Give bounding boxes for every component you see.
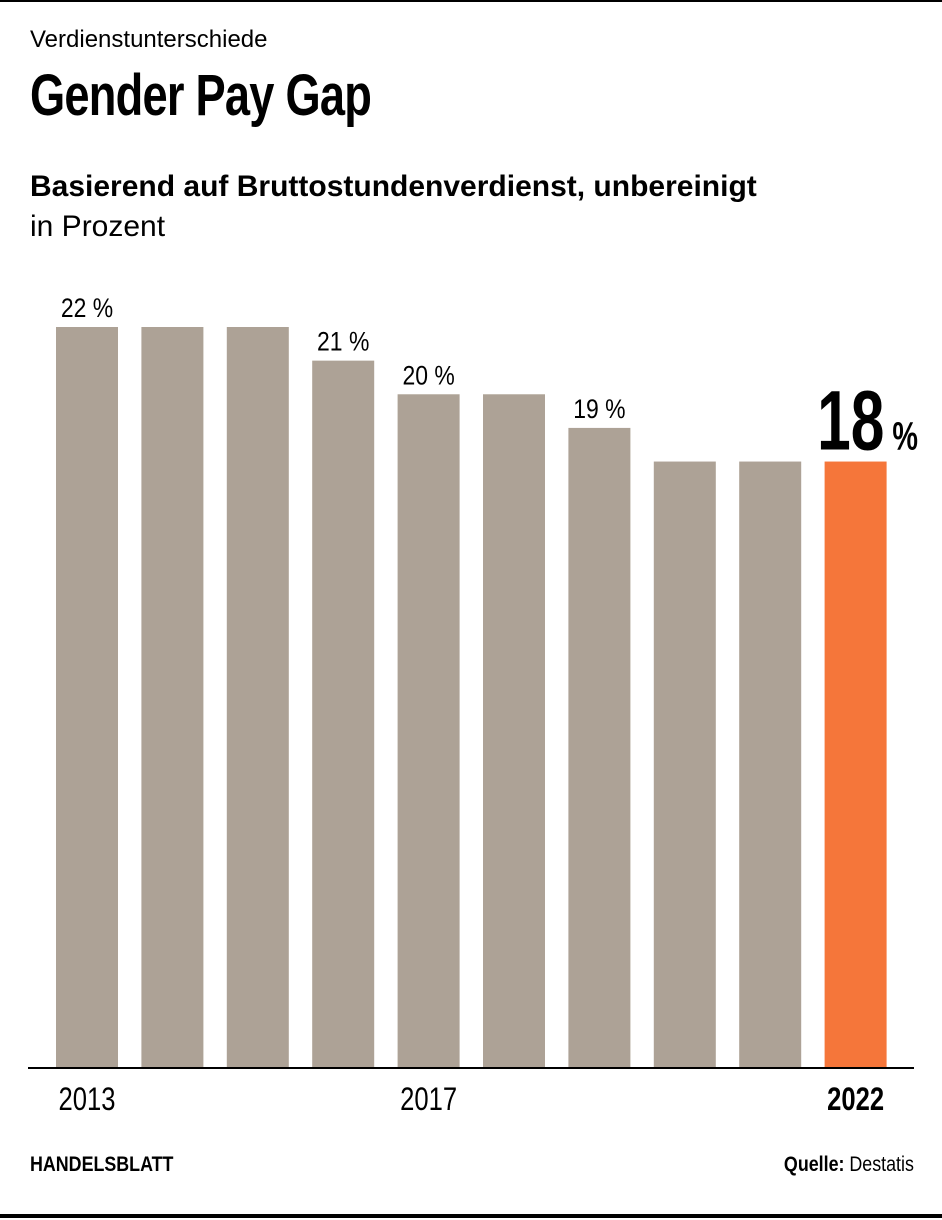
bar-2013 — [56, 327, 118, 1067]
x-tick-2022: 2022 — [827, 1082, 884, 1117]
chart-title: Gender Pay Gap — [30, 63, 372, 128]
bar-2020 — [653, 461, 716, 1068]
bar-2022 — [824, 461, 887, 1068]
source-label: Quelle: — [784, 1153, 845, 1176]
data-label-2017: 20 % — [402, 361, 454, 391]
chart-subtitle: Basierend auf Bruttostundenverdienst, un… — [30, 170, 757, 203]
x-tick-2017: 2017 — [400, 1082, 457, 1117]
data-label-2016: 21 % — [317, 327, 369, 357]
bar-2021 — [739, 461, 802, 1068]
data-label-2019: 19 % — [573, 394, 625, 424]
x-tick-2013: 2013 — [59, 1082, 116, 1117]
data-label-2013: 22 % — [61, 293, 113, 323]
bar-2019 — [568, 427, 631, 1068]
bar-2018 — [483, 394, 545, 1068]
source-value: Destatis — [849, 1153, 914, 1176]
bar-2015 — [226, 327, 289, 1067]
source-note: Quelle: Destatis — [784, 1153, 914, 1177]
unit-label: in Prozent — [30, 210, 166, 243]
bar-2014 — [141, 327, 204, 1067]
bar-2017 — [397, 394, 460, 1068]
bar-chart: 22 % 2013 21 % 20 % 2017 19 % 18 % 2022 — [28, 293, 918, 1118]
top-rule — [0, 0, 942, 2]
bar-2016 — [312, 360, 375, 1067]
bottom-rule — [0, 1214, 942, 1218]
brand-logo: HANDELSBLATT — [30, 1153, 174, 1176]
x-axis-baseline — [28, 1067, 914, 1069]
kicker: Verdienstunterschiede — [30, 26, 268, 53]
data-label-2022: 18 % — [817, 374, 918, 468]
